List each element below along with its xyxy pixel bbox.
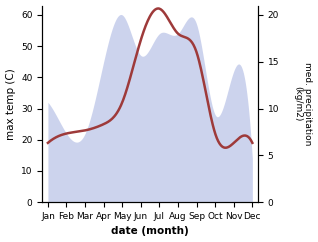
Y-axis label: max temp (C): max temp (C) [5,68,16,140]
Y-axis label: med. precipitation
(kg/m2): med. precipitation (kg/m2) [293,62,313,145]
X-axis label: date (month): date (month) [111,227,189,236]
